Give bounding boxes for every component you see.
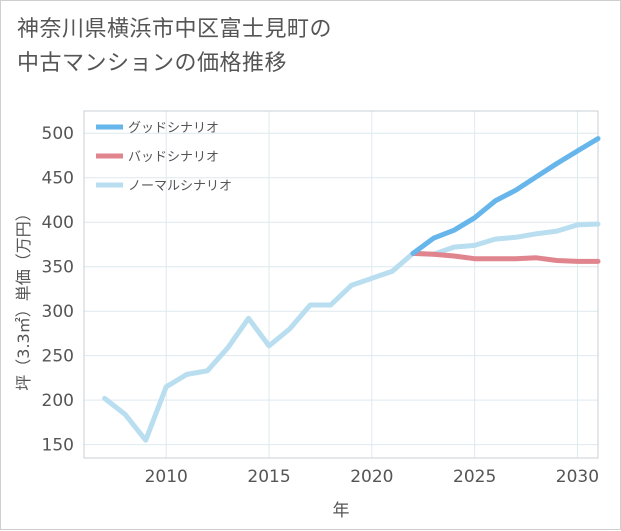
x-axis-ticks: 2010 2015 2020 2025 2030 — [145, 467, 599, 487]
series-line-1 — [410, 250, 601, 264]
y-tick-label: 450 — [42, 169, 74, 189]
legend-label-2: ノーマルシナリオ — [128, 179, 232, 194]
chart-title-line-2: 中古マンションの価格推移 — [17, 51, 288, 76]
legend-label-0: グッドシナリオ — [128, 121, 219, 136]
series-line-0 — [410, 136, 601, 256]
plot-area-border — [83, 110, 599, 459]
x-tick-label: 2010 — [145, 467, 188, 487]
x-tick-label: 2025 — [453, 467, 496, 487]
y-axis-ticks: 150 200 250 300 350 400 450 500 — [42, 124, 74, 455]
x-tick-label: 2030 — [556, 467, 599, 487]
x-axis-label: 年 — [333, 501, 350, 521]
y-tick-label: 350 — [42, 258, 74, 278]
y-tick-label: 250 — [42, 347, 74, 367]
y-tick-label: 500 — [42, 124, 74, 144]
grid-lines — [84, 111, 598, 458]
legend-label-1: バッドシナリオ — [128, 150, 219, 165]
series-line-2 — [102, 221, 601, 443]
chart-title-line-1: 神奈川県横浜市中区富士見町の — [17, 17, 333, 42]
x-tick-label: 2015 — [247, 467, 290, 487]
y-tick-label: 300 — [42, 302, 74, 322]
x-tick-label: 2020 — [350, 467, 393, 487]
chart-title: 神奈川県横浜市中区富士見町の 中古マンションの価格推移 — [17, 13, 332, 81]
y-tick-label: 400 — [42, 213, 74, 233]
y-tick-label: 150 — [42, 436, 74, 456]
y-tick-label: 200 — [42, 391, 74, 411]
series-lines — [102, 136, 601, 443]
y-axis-label: 坪（3.3㎡）単価（万円） — [14, 205, 33, 390]
